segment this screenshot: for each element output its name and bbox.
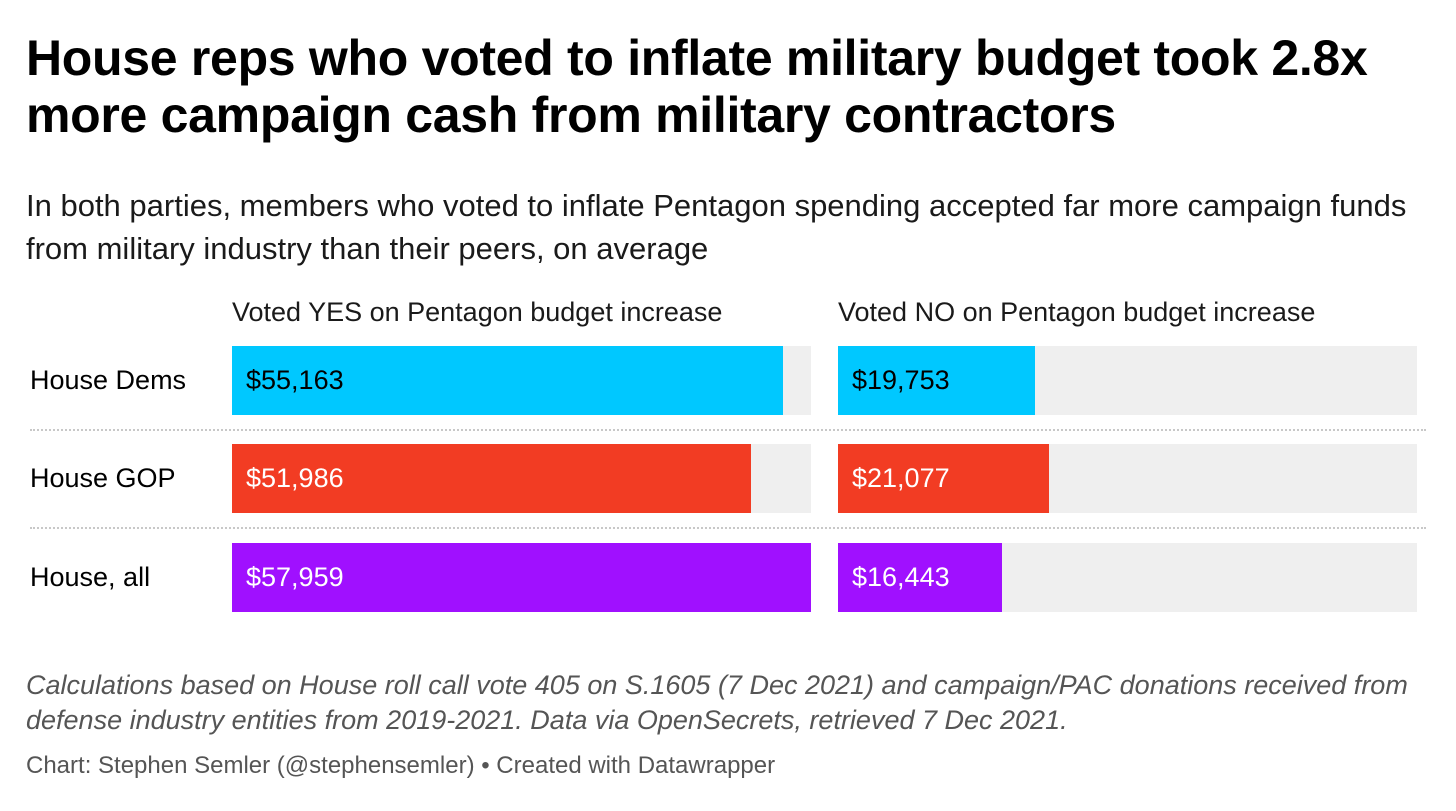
bar-value-label: $19,753	[852, 365, 950, 395]
bar	[838, 543, 1002, 612]
chart-title: House reps who voted to inflate military…	[26, 30, 1368, 143]
row-separator	[30, 527, 1426, 529]
row-label: House, all	[30, 562, 151, 592]
chart-subtitle: In both parties, members who voted to in…	[26, 188, 1407, 266]
bar-track: $51,986	[232, 444, 811, 513]
bar-track: $19,753	[838, 346, 1417, 415]
bar-track: $55,163	[232, 346, 811, 415]
bar-value-label: $55,163	[246, 365, 344, 395]
row-separator	[30, 429, 1426, 431]
bar-value-label: $51,986	[246, 463, 344, 493]
bar-value-label: $57,959	[246, 562, 344, 592]
bar-value-label: $21,077	[852, 463, 950, 493]
bar-track: $57,959	[232, 543, 811, 612]
bar	[838, 346, 1035, 415]
bar-track: $16,443	[838, 543, 1417, 612]
column-header-no: Voted NO on Pentagon budget increase	[838, 297, 1316, 327]
bar	[838, 444, 1049, 513]
bar	[232, 444, 751, 513]
column-header-yes: Voted YES on Pentagon budget increase	[232, 297, 723, 327]
bar-track: $21,077	[838, 444, 1417, 513]
chart-notes: Calculations based on House roll call vo…	[26, 670, 1408, 735]
row-label: House Dems	[30, 365, 187, 395]
bar	[232, 543, 811, 612]
chart-footer: Chart: Stephen Semler (@stephensemler) •…	[26, 752, 776, 779]
bar	[232, 346, 783, 415]
bar-value-label: $16,443	[852, 562, 950, 592]
row-label: House GOP	[30, 463, 176, 493]
